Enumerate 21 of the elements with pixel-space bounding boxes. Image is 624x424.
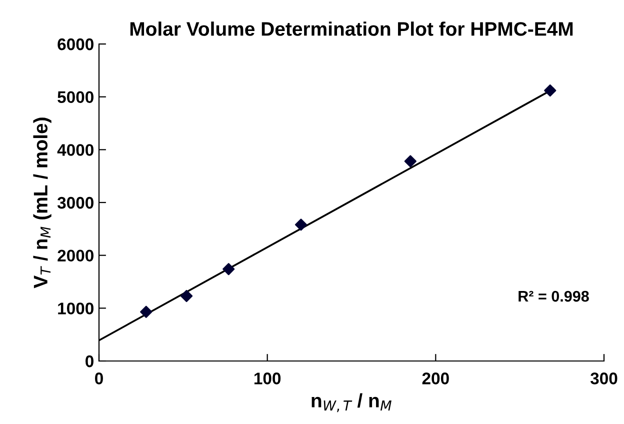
y-tick-label: 0 xyxy=(86,355,94,368)
point xyxy=(222,262,235,276)
annotation: R² = 0.998 xyxy=(518,290,589,302)
point xyxy=(140,306,152,318)
y-axis-title: V$_{T}$ / n$_{M}$ (mL / mole) xyxy=(33,118,52,288)
y-tick-label: 6000 xyxy=(58,38,94,50)
x-tick-label: 100 xyxy=(254,372,281,384)
y-tick-label: 5000 xyxy=(58,91,94,104)
point xyxy=(404,155,416,168)
y-tick-label: 3000 xyxy=(57,196,94,209)
point xyxy=(180,290,193,302)
x-tick-label: 200 xyxy=(422,372,449,384)
x-axis-title: n$_{W,T}$ / n$_{M}$ xyxy=(312,393,392,412)
point xyxy=(294,218,308,231)
y-tick-label: 1000 xyxy=(58,302,94,314)
y-tick-label: 2000 xyxy=(58,250,94,262)
chart-title: Molar Volume Determination Plot for HPMC-E4M xyxy=(130,22,573,36)
x-tick-label: 0 xyxy=(95,372,103,384)
y-tick-label: 4000 xyxy=(57,144,94,156)
x-tick-label: 300 xyxy=(590,372,618,384)
point xyxy=(544,84,556,97)
